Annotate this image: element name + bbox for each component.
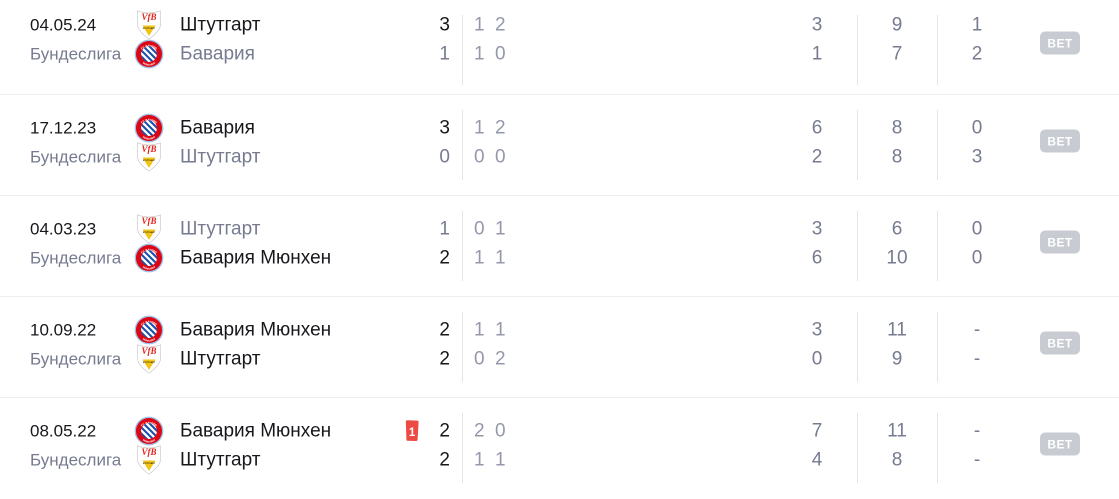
- svg-text:VfB: VfB: [141, 12, 156, 22]
- svg-text:VfB: VfB: [141, 144, 156, 154]
- svg-text:VfB: VfB: [141, 216, 156, 226]
- svg-text:VfB: VfB: [141, 346, 156, 356]
- svg-text:VfB: VfB: [141, 447, 156, 457]
